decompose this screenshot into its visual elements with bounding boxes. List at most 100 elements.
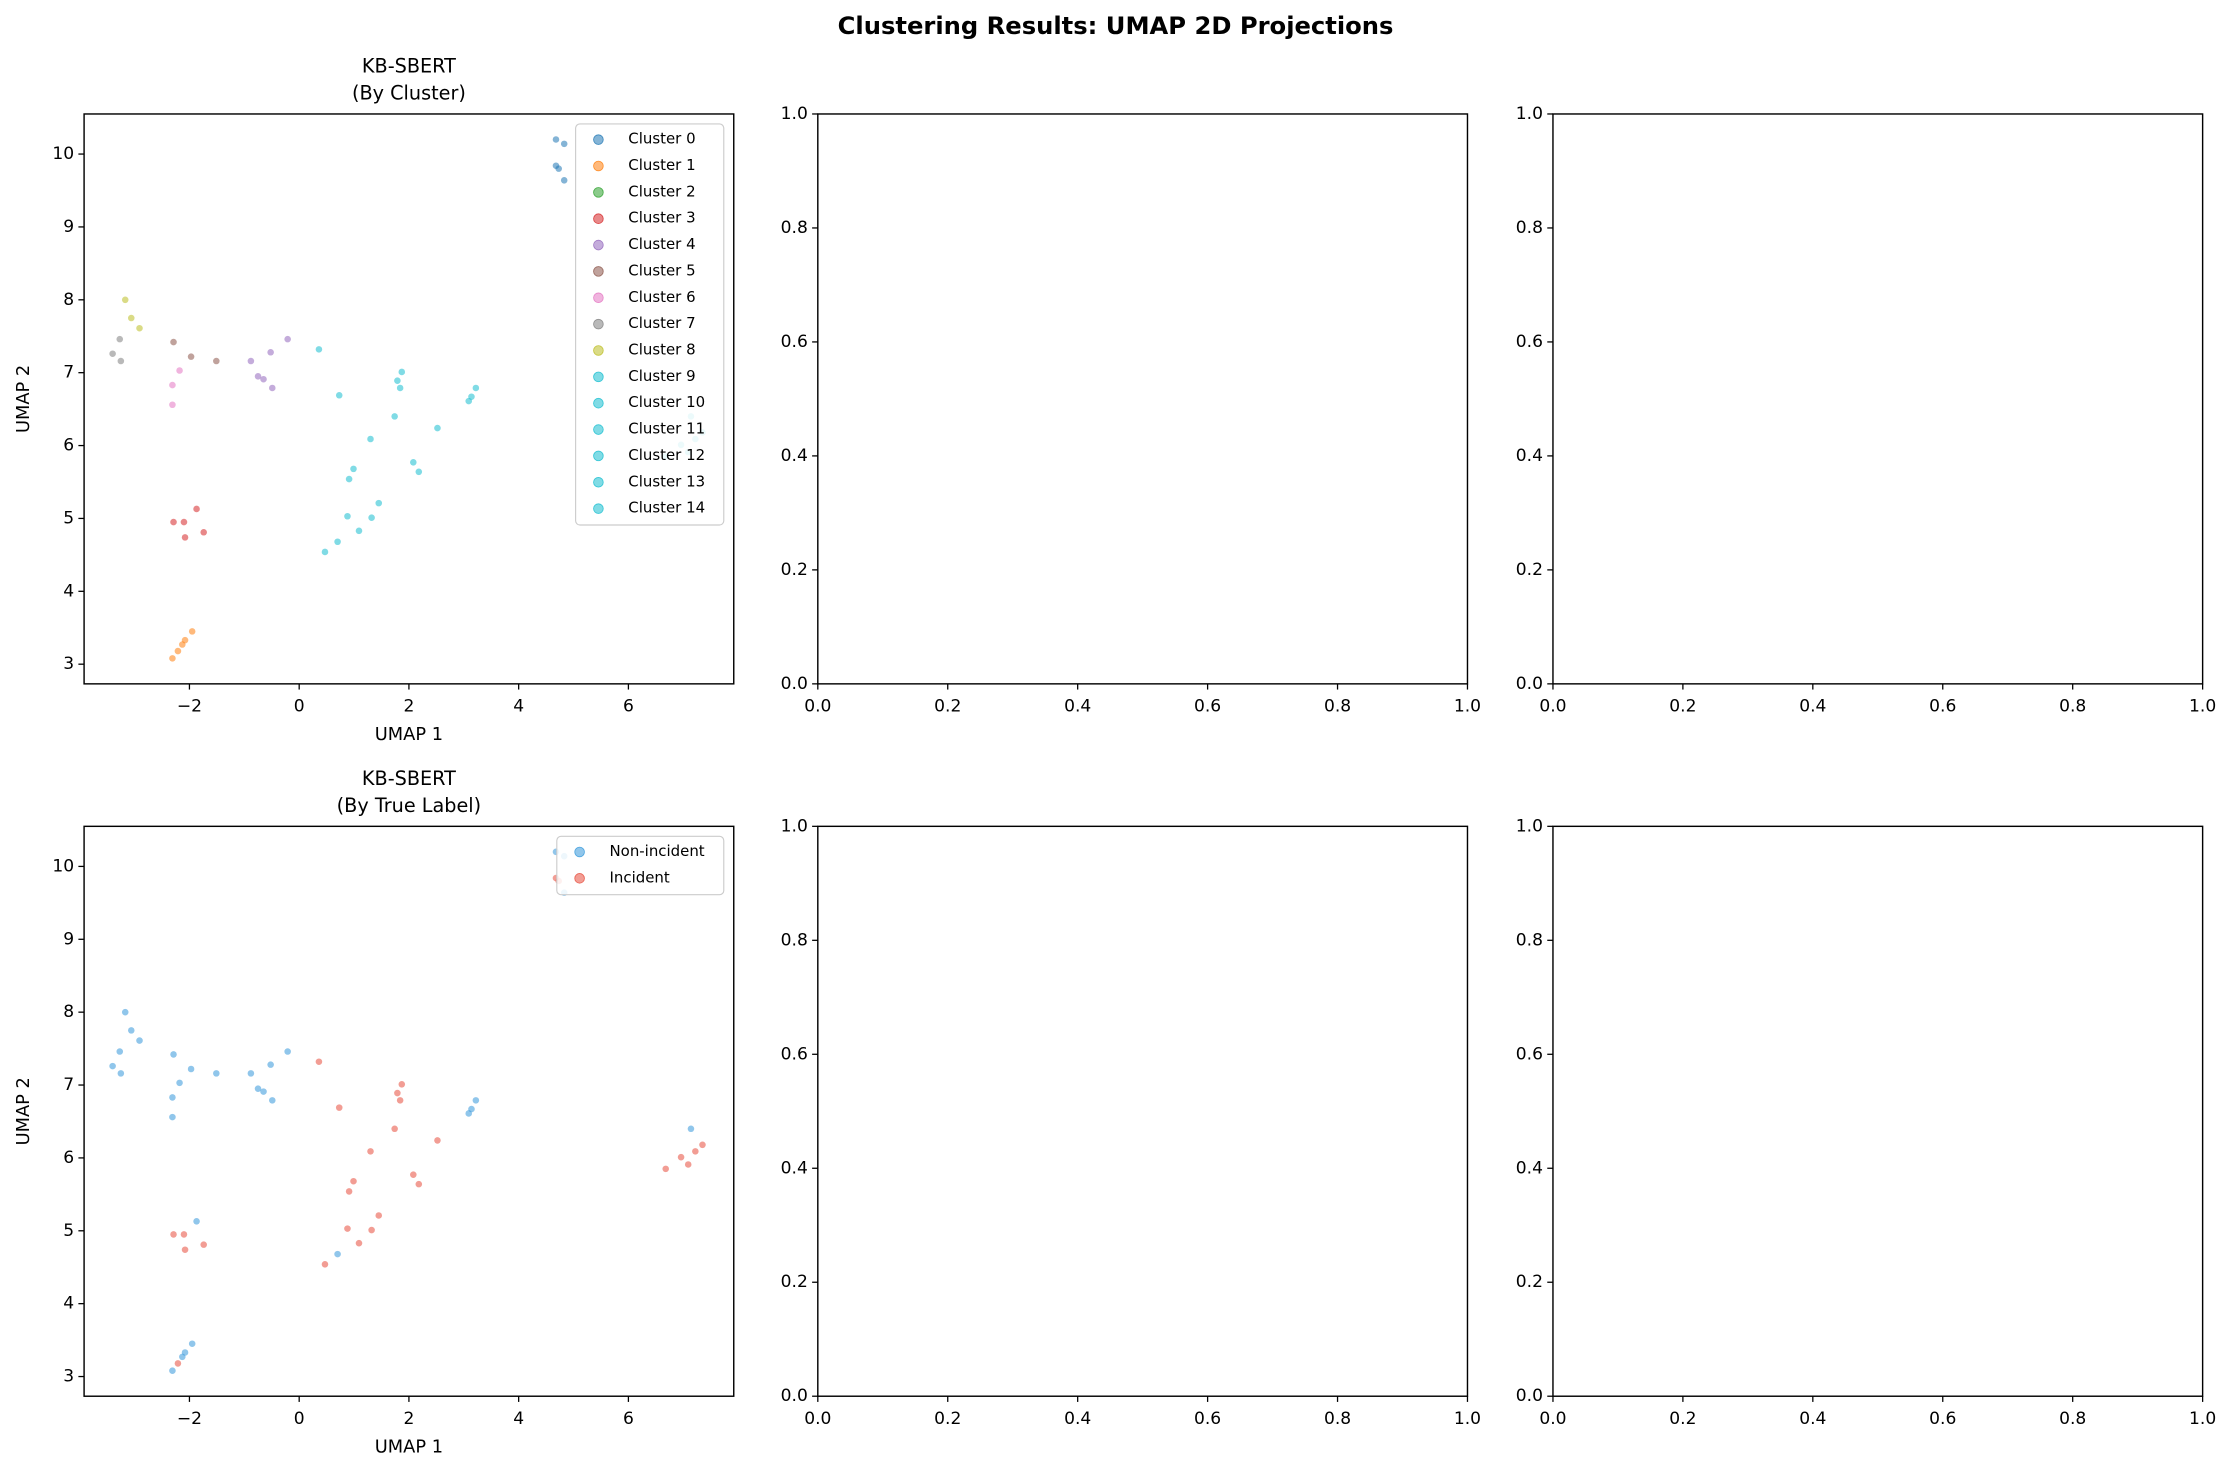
y-tick-label: 0.4 bbox=[781, 1158, 808, 1178]
x-tick-label: 0.2 bbox=[934, 1409, 961, 1429]
legend-label: Incident bbox=[610, 868, 670, 886]
y-tick-label: 0.4 bbox=[1516, 446, 1543, 466]
point bbox=[193, 1218, 200, 1225]
x-tick-label: 6 bbox=[623, 1409, 634, 1429]
point bbox=[188, 628, 196, 635]
point bbox=[170, 518, 177, 526]
legend-marker bbox=[593, 213, 604, 224]
point bbox=[180, 518, 188, 526]
point bbox=[188, 1340, 196, 1348]
point bbox=[181, 636, 189, 644]
legend-label: Cluster 6 bbox=[628, 288, 695, 306]
point bbox=[396, 384, 404, 392]
x-tick-label: 0.0 bbox=[804, 1409, 831, 1429]
y-tick-label: 0.6 bbox=[781, 1044, 808, 1064]
point bbox=[176, 1079, 183, 1087]
y-tick-label: 10 bbox=[52, 144, 74, 164]
y-tick-label: 10 bbox=[52, 856, 74, 876]
x-tick-label: 2 bbox=[403, 697, 414, 717]
y-tick-label: 1.0 bbox=[781, 104, 808, 124]
point bbox=[560, 177, 568, 184]
y-tick-label: 0.6 bbox=[1516, 1044, 1543, 1064]
axes-frame bbox=[817, 825, 1469, 1397]
point bbox=[465, 1110, 473, 1117]
y-tick-label: 0.4 bbox=[1516, 1158, 1543, 1178]
x-tick-label: 0.0 bbox=[1539, 1409, 1566, 1429]
point bbox=[187, 353, 195, 360]
y-tick-label: 1.0 bbox=[1516, 104, 1543, 124]
axes-frame bbox=[83, 825, 735, 1397]
y-tick-label: 7 bbox=[63, 363, 74, 383]
y-tick-label: 5 bbox=[63, 508, 74, 528]
point bbox=[398, 1081, 406, 1088]
point bbox=[391, 1125, 398, 1133]
point bbox=[109, 1062, 116, 1070]
x-tick-label: 4 bbox=[513, 1409, 524, 1429]
subplot-title: (By Cluster) bbox=[352, 82, 466, 105]
point bbox=[394, 377, 401, 384]
point bbox=[375, 499, 383, 507]
subplot: 0.0 0.2 0.4 0.6 0.8 1.0 0.0 0.2 0.4 0.6 0.8 1.0 bbox=[1516, 816, 2216, 1429]
x-tick-label: 1.0 bbox=[1454, 1409, 1481, 1429]
point bbox=[170, 1051, 177, 1058]
point bbox=[335, 391, 343, 399]
point bbox=[121, 1008, 129, 1016]
point bbox=[391, 413, 398, 420]
point bbox=[345, 475, 353, 483]
point bbox=[344, 512, 351, 520]
legend-box bbox=[575, 123, 725, 526]
figure-title: Clustering Results: UMAP 2D Projections bbox=[838, 12, 1394, 40]
point bbox=[367, 435, 374, 443]
legend-marker bbox=[593, 318, 604, 330]
point bbox=[284, 1048, 291, 1055]
x-tick-label: 4 bbox=[513, 697, 524, 717]
y-tick-label: 9 bbox=[63, 929, 74, 949]
legend-box bbox=[556, 835, 725, 896]
point bbox=[350, 1177, 357, 1185]
point bbox=[136, 324, 143, 332]
legend-marker bbox=[593, 450, 604, 462]
point bbox=[334, 1250, 341, 1258]
legend-marker bbox=[593, 266, 604, 277]
point bbox=[335, 1104, 343, 1111]
legend-label: Cluster 10 bbox=[628, 393, 705, 411]
legend-label: Cluster 1 bbox=[628, 156, 695, 174]
legend-label: Cluster 9 bbox=[628, 367, 695, 385]
x-tick-label: 0.4 bbox=[1799, 697, 1826, 717]
legend: Non-incident Incident bbox=[556, 835, 725, 896]
x-tick-label: −2 bbox=[177, 1409, 202, 1429]
legend-marker bbox=[574, 846, 585, 858]
legend-marker bbox=[593, 397, 604, 409]
point bbox=[410, 1171, 417, 1178]
legend-label: Cluster 8 bbox=[628, 340, 695, 358]
point bbox=[116, 1048, 124, 1055]
point bbox=[334, 538, 341, 546]
point bbox=[169, 381, 176, 389]
point bbox=[472, 384, 480, 392]
x-tick-label: 0.6 bbox=[1194, 697, 1221, 717]
point bbox=[267, 349, 274, 356]
y-tick-label: 0.8 bbox=[781, 218, 808, 238]
point bbox=[170, 338, 177, 346]
point bbox=[434, 424, 441, 432]
point bbox=[117, 357, 125, 365]
y-tick-label: 4 bbox=[63, 581, 74, 601]
x-tick-label: 0.4 bbox=[1799, 1409, 1826, 1429]
y-tick-label: 0.0 bbox=[1516, 674, 1543, 694]
subplot-title: KB-SBERT bbox=[362, 54, 456, 77]
y-tick-label: 0.8 bbox=[781, 930, 808, 950]
point bbox=[415, 468, 423, 476]
y-tick-label: 0.4 bbox=[781, 446, 808, 466]
x-tick-label: −2 bbox=[177, 697, 202, 717]
point bbox=[368, 1226, 375, 1234]
y-tick-label: 6 bbox=[63, 436, 74, 456]
y-tick-label: 0.6 bbox=[1516, 332, 1543, 352]
y-axis-label: UMAP 2 bbox=[13, 1077, 34, 1145]
legend-marker bbox=[593, 371, 604, 383]
point bbox=[684, 1161, 692, 1168]
point bbox=[321, 548, 329, 556]
axes-frame bbox=[1552, 113, 2204, 685]
legend-marker bbox=[593, 424, 604, 435]
legend-label: Cluster 5 bbox=[628, 261, 695, 279]
